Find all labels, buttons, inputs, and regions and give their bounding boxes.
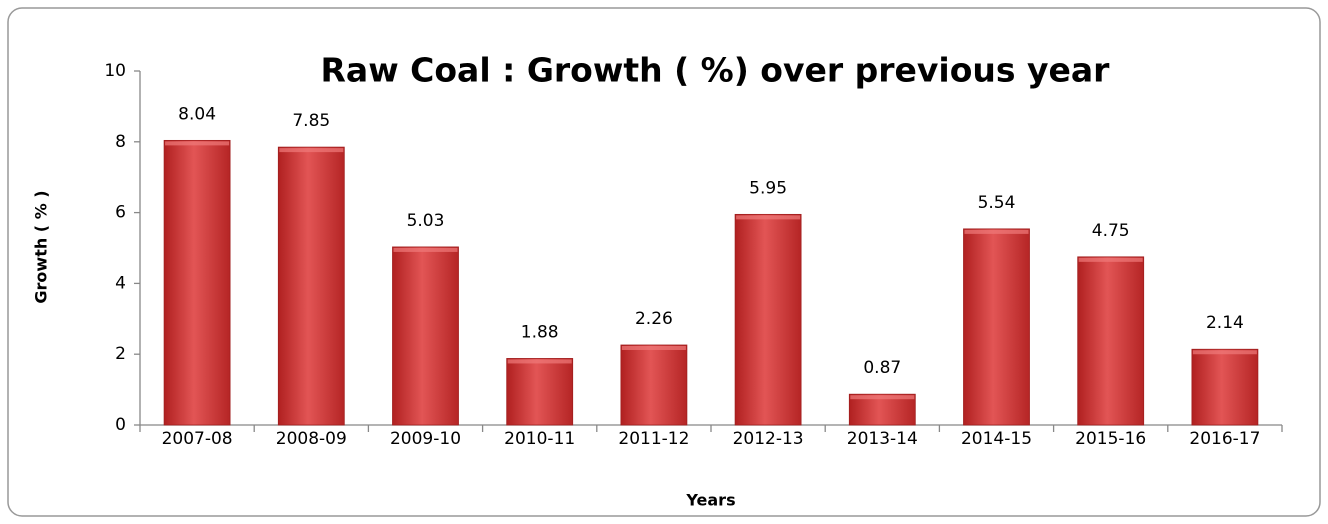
bar: [620, 344, 688, 426]
x-tick-label: 2014-15: [961, 429, 1032, 449]
bar-group: [506, 358, 574, 426]
bar-bevel: [736, 215, 801, 220]
bar: [277, 146, 345, 426]
data-label: 2.14: [1206, 313, 1244, 333]
bar-bevel: [621, 345, 686, 350]
data-label: 5.95: [749, 178, 787, 198]
data-label: 2.26: [635, 309, 673, 329]
y-tick-label: 4: [115, 273, 126, 293]
data-label: 5.54: [978, 193, 1016, 213]
x-tick-label: 2007-08: [162, 429, 233, 449]
bar-bevel: [964, 229, 1029, 234]
y-tick-label: 10: [104, 61, 126, 81]
bar-group: [392, 246, 459, 426]
x-tick-label: 2013-14: [847, 429, 918, 449]
y-axis-label: Growth ( % ): [32, 190, 51, 303]
bar-bevel: [507, 359, 572, 364]
x-tick-label: 2016-17: [1189, 429, 1260, 449]
bar-group: [734, 213, 802, 426]
data-label: 7.85: [292, 111, 330, 131]
bar: [506, 358, 574, 426]
x-tick-label: 2015-16: [1075, 429, 1146, 449]
y-tick-label: 6: [115, 203, 126, 223]
bar-group: [963, 228, 1030, 426]
bar-bevel: [1078, 257, 1143, 262]
bar-group: [1191, 348, 1259, 426]
bar-group: [620, 344, 688, 426]
bar-bevel: [165, 141, 230, 146]
data-label: 1.88: [521, 322, 559, 342]
bar-group: [163, 139, 231, 426]
bar-group: [1077, 256, 1145, 426]
x-tick-label: 2012-13: [733, 429, 804, 449]
bar-group: [277, 146, 345, 426]
bar: [1191, 348, 1259, 426]
bar-bevel: [1192, 350, 1257, 355]
bar-group: [848, 393, 916, 426]
data-label: 0.87: [863, 358, 901, 378]
x-tick-label: 2009-10: [390, 429, 461, 449]
data-label: 5.03: [407, 211, 445, 231]
x-tick-label: 2008-09: [276, 429, 347, 449]
y-tick-label: 2: [115, 344, 126, 364]
bar-bevel: [393, 247, 458, 252]
y-tick-label: 0: [115, 415, 126, 435]
bar: [392, 246, 459, 426]
x-axis-label: Years: [685, 491, 735, 510]
bar: [1077, 256, 1145, 426]
bar-bevel: [279, 148, 344, 153]
x-tick-label: 2010-11: [504, 429, 575, 449]
data-label: 8.04: [178, 104, 216, 124]
data-label: 4.75: [1092, 221, 1130, 241]
y-tick-label: 8: [115, 132, 126, 152]
bar: [163, 139, 231, 426]
bar: [963, 228, 1030, 426]
chart-title: Raw Coal : Growth ( %) over previous yea…: [321, 51, 1111, 90]
bar-bevel: [850, 395, 915, 400]
x-tick-label: 2011-12: [618, 429, 689, 449]
bar: [734, 213, 802, 426]
bar: [848, 393, 916, 426]
